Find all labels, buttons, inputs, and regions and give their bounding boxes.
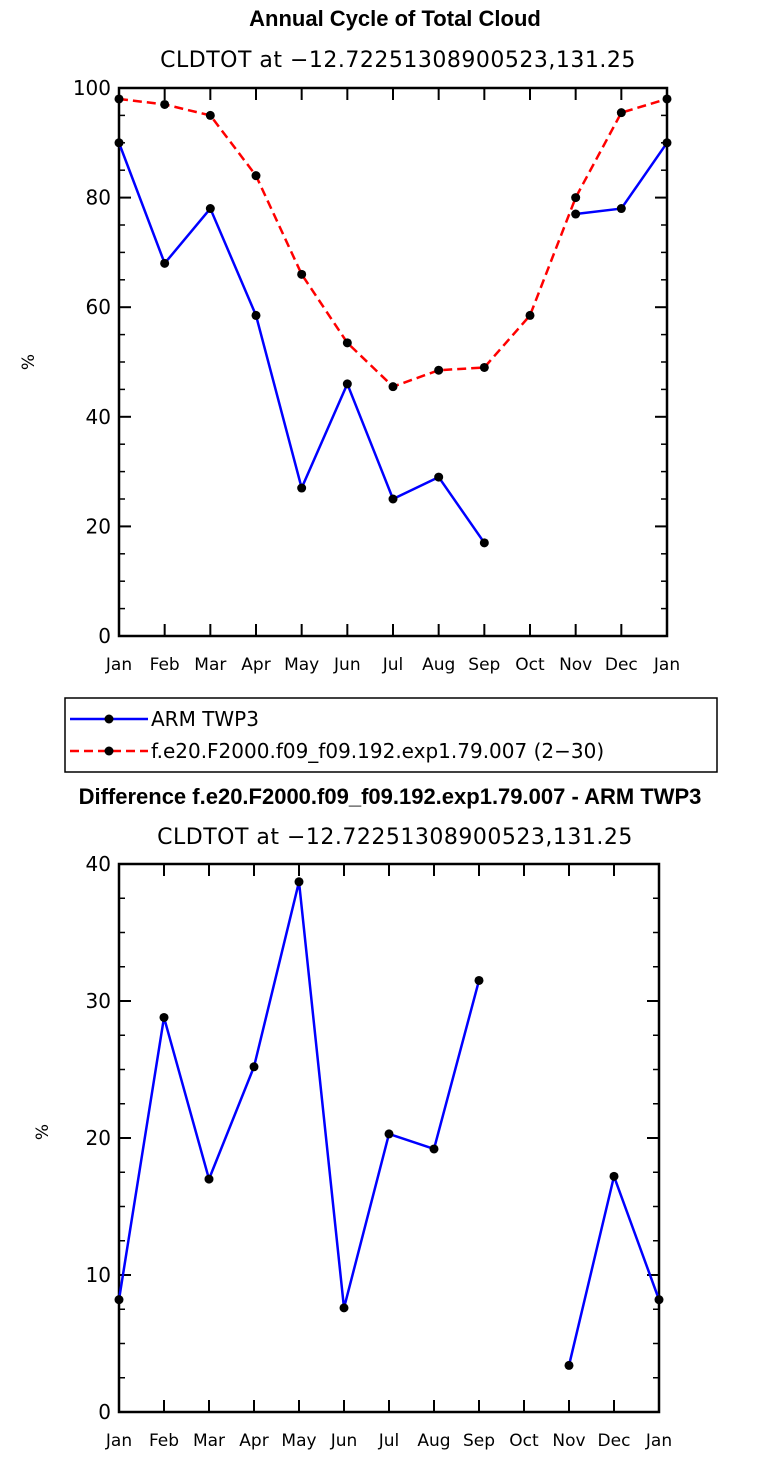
chart2-xtick-label: Nov [552,1431,585,1451]
chart2-data-point [294,877,304,887]
chart1-data-point [251,310,261,320]
chart1-subtitle: CLDTOT at −12.72251308900523,131.25 [160,48,636,73]
chart2-xtick-label: May [281,1431,316,1451]
legend: ARM TWP3 f.e20.F2000.f09_f09.192.exp1.79… [64,697,718,773]
legend-marker-arm [104,714,114,724]
chart-difference: Difference f.e20.F2000.f09_f09.192.exp1.… [33,784,701,1451]
chart1-xtick-label: Jun [333,655,361,675]
chart1-series-line-1 [575,142,669,216]
chart1-xtick-label: Jan [105,655,132,675]
chart2-data-point [609,1171,619,1181]
chart1-xtick-label: Sep [468,655,500,675]
chart2-data-point [204,1174,214,1184]
chart1-data-point [616,108,626,118]
legend-label-model: f.e20.F2000.f09_f09.192.exp1.79.007 (2−3… [151,739,604,763]
legend-label-arm: ARM TWP3 [151,707,259,731]
chart1-xtick-label: Jan [653,655,680,675]
chart1-xtick-label: Dec [605,655,638,675]
chart2-data-point [159,1012,169,1022]
chart2-ytick-label: 20 [86,1126,111,1150]
chart2-data-point [564,1360,574,1370]
chart2-series-line-1 [567,1175,661,1366]
chart2-data-point [474,975,484,985]
chart1-xtick-label: Jul [382,655,404,675]
chart1-data-point [571,209,581,219]
chart1-data-point [114,94,124,104]
chart2-ytick-label: 40 [86,852,111,876]
chart1-xtick-label: Apr [241,655,270,675]
chart1-xtick-label: Aug [422,655,455,675]
chart-annual-cycle: Annual Cycle of Total Cloud CLDTOT at −1… [19,6,680,675]
chart2-data-point [384,1129,394,1139]
chart1-data-point [297,483,307,493]
chart1-data-point [525,310,535,320]
chart1-data-point [434,365,444,375]
chart1-data-point [342,338,352,348]
chart2-xtick-label: Sep [463,1431,495,1451]
chart2-xtick-label: Jun [330,1431,358,1451]
chart2-xtick-label: Jul [378,1431,400,1451]
chart1-data-point [662,138,672,148]
chart1-xtick-label: May [284,655,319,675]
chart1-plot-frame [117,86,669,638]
chart2-xtick-label: Dec [598,1431,631,1451]
chart1-data-point [342,379,352,389]
chart1-data-point [160,258,170,268]
chart2-xtick-label: Apr [239,1431,268,1451]
chart2-data-point [429,1144,439,1154]
chart2-subtitle: CLDTOT at −12.72251308900523,131.25 [157,825,633,850]
chart1-data-point [434,472,444,482]
chart2-xtick-label: Mar [193,1431,225,1451]
chart2-series-line-1 [117,880,481,1310]
chart1-data-point [479,362,489,372]
chart2-ytick-label: 30 [86,989,111,1013]
chart2-y-axis-label: % [33,1124,53,1140]
chart1-data-point [616,204,626,214]
chart1-data-point [160,99,170,109]
chart1-ytick-label: 100 [73,76,111,100]
chart2-ytick-label: 10 [86,1263,111,1287]
chart1-ytick-label: 40 [86,405,111,429]
chart2-data-point [249,1062,259,1072]
chart1-data-point [297,269,307,279]
chart1-ytick-label: 60 [86,295,111,319]
chart1-ytick-label: 20 [86,514,111,538]
chart1-series-line-2 [118,97,668,388]
chart2-xtick-label: Jan [645,1431,672,1451]
chart2-xtick-label: Feb [149,1431,179,1451]
chart1-title: Annual Cycle of Total Cloud [249,6,541,31]
chart1-y-axis-label: % [19,354,39,370]
legend-box [64,697,718,773]
chart1-data-point [251,171,261,181]
chart1-data-point [479,538,489,548]
chart2-title: Difference f.e20.F2000.f09_f09.192.exp1.… [79,784,702,809]
chart2-xtick-label: Jan [105,1431,132,1451]
legend-marker-model [104,746,114,756]
chart1-xtick-label: Oct [515,655,545,675]
chart1-ytick-label: 0 [98,624,111,648]
chart2-xtick-label: Oct [509,1431,539,1451]
chart1-xtick-label: Mar [194,655,226,675]
chart2-data-point [339,1303,349,1313]
chart2-data-point [654,1295,664,1305]
chart1-xtick-label: Nov [559,655,592,675]
chart2-ytick-label: 0 [98,1400,111,1424]
chart1-data-point [388,382,398,392]
chart1-data-point [114,138,124,148]
chart1-xtick-label: Feb [150,655,180,675]
chart1-ytick-label: 80 [86,186,111,210]
chart2-xtick-label: Aug [417,1431,450,1451]
chart1-data-point [571,193,581,203]
chart1-data-point [662,94,672,104]
chart1-data-point [205,110,215,120]
chart1-data-point [205,204,215,214]
chart1-data-point [388,494,398,504]
chart2-data-point [114,1295,124,1305]
chart1-series-line-1 [117,142,486,544]
